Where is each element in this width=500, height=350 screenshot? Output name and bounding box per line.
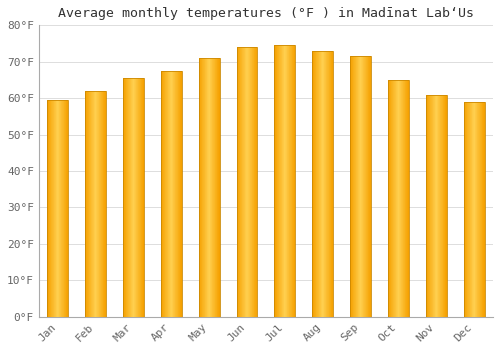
Bar bbox=[426, 94, 446, 317]
Bar bbox=[85, 91, 106, 317]
Bar bbox=[388, 80, 409, 317]
Bar bbox=[312, 51, 333, 317]
Bar bbox=[161, 71, 182, 317]
Bar bbox=[198, 58, 220, 317]
Bar bbox=[236, 47, 258, 317]
Bar bbox=[48, 100, 68, 317]
Title: Average monthly temperatures (°F ) in Madīnat LabʻUs: Average monthly temperatures (°F ) in Ma… bbox=[58, 7, 474, 20]
Bar bbox=[464, 102, 484, 317]
Bar bbox=[350, 56, 371, 317]
Bar bbox=[274, 45, 295, 317]
Bar bbox=[123, 78, 144, 317]
